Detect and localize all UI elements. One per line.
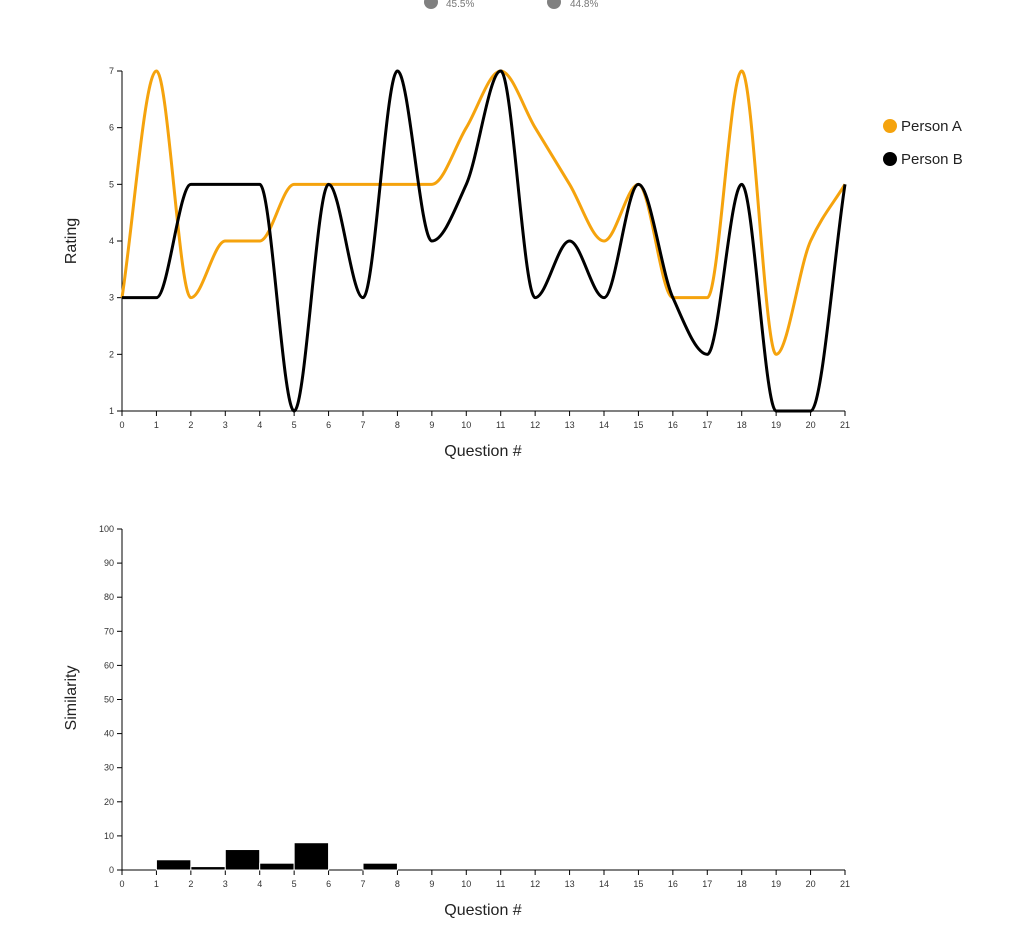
rating-series	[120, 69, 847, 413]
legend-item-person-a[interactable]: Person A	[883, 118, 962, 135]
similarity-x-tick-label: 8	[395, 879, 400, 889]
similarity-y-axis: 0 10 20 30 40 50 60 70 80 90 100	[99, 524, 123, 875]
similarity-x-tick-label: 17	[702, 879, 712, 889]
summary-dot-1	[424, 0, 438, 9]
similarity-y-tick-label: 30	[104, 763, 114, 773]
rating-x-axis-title: Question #	[444, 443, 521, 460]
legend-swatch-person-b	[883, 152, 897, 166]
rating-x-tick-label: 1	[154, 420, 159, 430]
rating-y-tick-label: 2	[109, 349, 114, 359]
rating-x-tick-label: 0	[119, 420, 124, 430]
similarity-x-tick-label: 21	[840, 879, 850, 889]
similarity-x-tick-label: 2	[188, 879, 193, 889]
similarity-x-tick-label: 13	[565, 879, 575, 889]
similarity-x-tick-label: 15	[633, 879, 643, 889]
similarity-bar	[362, 862, 398, 871]
rating-x-tick-label: 20	[806, 420, 816, 430]
similarity-x-tick-label: 6	[326, 879, 331, 889]
summary-value-2: 44.8%	[570, 0, 598, 10]
rating-x-tick-label: 7	[360, 420, 365, 430]
similarity-y-tick-label: 80	[104, 592, 114, 602]
rating-y-axis-title: Rating	[63, 218, 80, 264]
summary-markers: 45.5% 44.8%	[424, 0, 598, 10]
rating-x-tick-label: 17	[702, 420, 712, 430]
rating-x-tick-label: 18	[737, 420, 747, 430]
similarity-x-tick-label: 14	[599, 879, 609, 889]
similarity-x-axis: 0 1 2 3 4 5 6 7 8 9 10 11 12 13 14 15 16 17 18 19 20 21	[119, 869, 850, 889]
similarity-y-tick-label: 20	[104, 797, 114, 807]
legend: Person A Person B	[883, 118, 963, 168]
rating-y-tick-label: 6	[109, 123, 114, 133]
similarity-x-tick-label: 18	[737, 879, 747, 889]
similarity-y-tick-label: 50	[104, 695, 114, 705]
similarity-x-axis-title: Question #	[444, 902, 521, 919]
similarity-x-tick-label: 16	[668, 879, 678, 889]
similarity-x-tick-label: 9	[429, 879, 434, 889]
similarity-x-tick-label: 5	[292, 879, 297, 889]
rating-x-tick-label: 6	[326, 420, 331, 430]
rating-y-tick-label: 7	[109, 66, 114, 76]
similarity-bar	[155, 859, 192, 871]
rating-x-tick-label: 8	[395, 420, 400, 430]
similarity-bars	[155, 842, 398, 871]
similarity-x-tick-label: 10	[461, 879, 471, 889]
summary-dot-2	[547, 0, 561, 9]
rating-x-tick-label: 19	[771, 420, 781, 430]
rating-y-tick-label: 1	[109, 406, 114, 416]
rating-x-tick-label: 11	[496, 420, 505, 430]
similarity-y-tick-label: 60	[104, 660, 114, 670]
rating-x-tick-label: 12	[530, 420, 540, 430]
rating-y-tick-label: 5	[109, 179, 114, 189]
rating-x-tick-label: 9	[429, 420, 434, 430]
rating-x-tick-label: 4	[257, 420, 262, 430]
summary-value-1: 45.5%	[446, 0, 474, 10]
similarity-x-tick-label: 20	[806, 879, 816, 889]
similarity-x-tick-label: 12	[530, 879, 540, 889]
rating-x-tick-label: 14	[599, 420, 609, 430]
similarity-x-tick-label: 7	[360, 879, 365, 889]
similarity-y-tick-label: 0	[109, 865, 114, 875]
similarity-y-tick-label: 70	[104, 626, 114, 636]
rating-x-tick-label: 21	[840, 420, 850, 430]
similarity-x-tick-label: 4	[257, 879, 262, 889]
rating-x-tick-label: 10	[461, 420, 471, 430]
legend-label-person-b: Person B	[901, 151, 963, 168]
similarity-y-tick-label: 100	[99, 524, 114, 534]
rating-y-tick-label: 4	[109, 236, 114, 246]
rating-x-tick-label: 3	[223, 420, 228, 430]
similarity-y-tick-label: 90	[104, 558, 114, 568]
rating-x-tick-label: 16	[668, 420, 678, 430]
rating-y-axis: 1 2 3 4 5 6 7	[109, 66, 123, 416]
series-line-person-b	[122, 69, 847, 413]
similarity-x-tick-label: 19	[771, 879, 781, 889]
similarity-y-tick-label: 40	[104, 729, 114, 739]
rating-x-tick-label: 2	[188, 420, 193, 430]
similarity-bar	[190, 866, 226, 871]
similarity-bar	[293, 842, 330, 871]
similarity-bar	[224, 849, 261, 871]
legend-item-person-b[interactable]: Person B	[883, 151, 963, 168]
rating-y-tick-label: 3	[109, 293, 114, 303]
similarity-x-tick-label: 1	[154, 879, 159, 889]
rating-x-axis: 0 1 2 3 4 5 6 7 8 9 10 11 12 13 14 15 16 17 18 19 20 21	[119, 410, 850, 430]
similarity-bar	[259, 862, 295, 871]
legend-swatch-person-a	[883, 119, 897, 133]
rating-x-tick-label: 15	[633, 420, 643, 430]
rating-x-tick-label: 5	[292, 420, 297, 430]
similarity-y-axis-title: Similarity	[63, 666, 80, 731]
rating-x-tick-label: 13	[565, 420, 575, 430]
legend-label-person-a: Person A	[901, 118, 962, 135]
similarity-x-tick-label: 3	[223, 879, 228, 889]
similarity-y-tick-label: 10	[104, 831, 114, 841]
similarity-x-tick-label: 11	[496, 879, 505, 889]
similarity-x-tick-label: 0	[119, 879, 124, 889]
